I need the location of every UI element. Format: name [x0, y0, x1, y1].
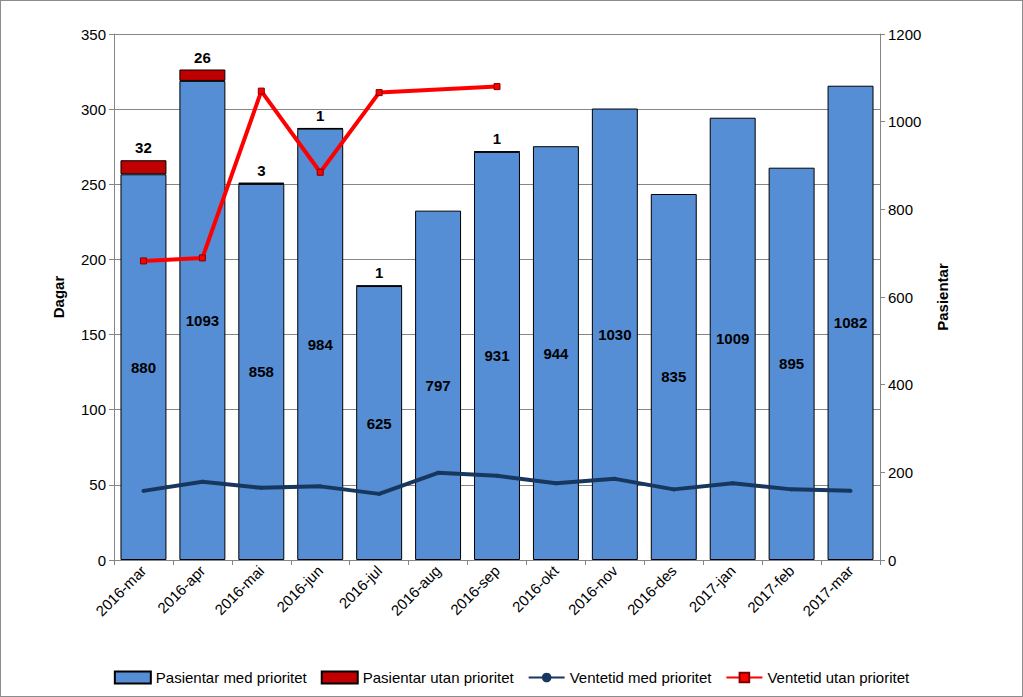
- svg-text:2016-sep: 2016-sep: [447, 562, 503, 618]
- svg-text:835: 835: [661, 368, 686, 385]
- svg-text:1000: 1000: [888, 113, 921, 130]
- svg-text:350: 350: [81, 26, 106, 43]
- svg-text:931: 931: [484, 347, 509, 364]
- svg-text:2017-jan: 2017-jan: [685, 562, 738, 615]
- svg-text:2016-aug: 2016-aug: [387, 562, 444, 619]
- svg-text:50: 50: [89, 476, 106, 493]
- svg-text:Pasientar med prioritet: Pasientar med prioritet: [156, 669, 308, 686]
- svg-text:1009: 1009: [716, 330, 749, 347]
- svg-text:1200: 1200: [888, 26, 921, 43]
- svg-text:858: 858: [249, 363, 274, 380]
- svg-text:200: 200: [888, 464, 913, 481]
- svg-text:2016-mai: 2016-mai: [211, 562, 267, 618]
- svg-text:2016-apr: 2016-apr: [154, 562, 208, 616]
- svg-text:32: 32: [135, 139, 152, 156]
- svg-text:984: 984: [308, 336, 334, 353]
- svg-text:400: 400: [888, 376, 913, 393]
- svg-text:880: 880: [131, 359, 156, 376]
- svg-text:Pasientar: Pasientar: [934, 263, 951, 331]
- svg-text:Ventetid utan prioritet: Ventetid utan prioritet: [767, 669, 910, 686]
- svg-text:600: 600: [888, 289, 913, 306]
- svg-text:1093: 1093: [186, 312, 219, 329]
- svg-text:Dagar: Dagar: [50, 276, 67, 319]
- svg-text:2017-mar: 2017-mar: [799, 562, 856, 619]
- svg-text:1: 1: [493, 130, 501, 147]
- svg-text:3: 3: [257, 162, 265, 179]
- svg-text:1: 1: [375, 264, 383, 281]
- svg-text:150: 150: [81, 326, 106, 343]
- svg-text:625: 625: [367, 415, 392, 432]
- svg-text:2016-nov: 2016-nov: [565, 562, 622, 619]
- svg-text:2016-mar: 2016-mar: [92, 562, 149, 619]
- svg-text:800: 800: [888, 201, 913, 218]
- svg-text:895: 895: [779, 355, 804, 372]
- svg-text:2016-jun: 2016-jun: [273, 562, 326, 615]
- svg-text:Pasientar utan prioritet: Pasientar utan prioritet: [363, 669, 515, 686]
- svg-text:200: 200: [81, 251, 106, 268]
- svg-text:2016-des: 2016-des: [624, 562, 680, 618]
- svg-text:1: 1: [316, 107, 324, 124]
- svg-text:26: 26: [194, 49, 211, 66]
- svg-text:2017-feb: 2017-feb: [744, 562, 798, 616]
- svg-text:300: 300: [81, 101, 106, 118]
- svg-text:944: 944: [543, 345, 569, 362]
- svg-text:0: 0: [888, 552, 896, 569]
- svg-text:2016-okt: 2016-okt: [509, 561, 563, 615]
- svg-text:0: 0: [98, 552, 106, 569]
- svg-text:797: 797: [426, 377, 451, 394]
- svg-text:250: 250: [81, 176, 106, 193]
- svg-text:2016-jul: 2016-jul: [335, 562, 385, 612]
- svg-text:100: 100: [81, 401, 106, 418]
- svg-text:Ventetid med prioritet: Ventetid med prioritet: [570, 669, 713, 686]
- svg-text:1082: 1082: [834, 314, 867, 331]
- svg-text:1030: 1030: [598, 326, 631, 343]
